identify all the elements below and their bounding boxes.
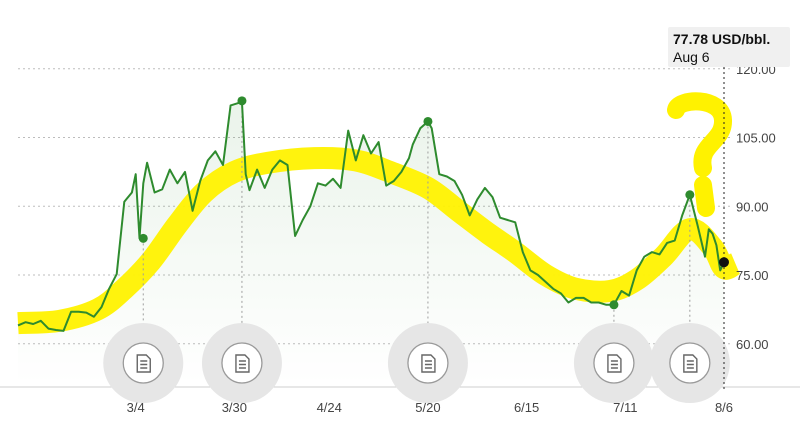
question-mark-dot — [694, 176, 715, 217]
y-tick-label: 60.00 — [736, 337, 769, 352]
x-tick-label: 3/4 — [127, 400, 145, 415]
event-marker — [237, 96, 247, 106]
news-document-button[interactable] — [201, 323, 282, 403]
document-icon — [421, 354, 436, 373]
event-marker — [609, 300, 619, 310]
document-button-face — [407, 342, 449, 384]
price-area — [18, 100, 724, 386]
news-document-button[interactable] — [387, 323, 468, 403]
tooltip-background — [668, 27, 790, 67]
document-button-face — [669, 342, 711, 384]
event-drop-lines — [142, 100, 691, 340]
document-icon — [235, 354, 250, 373]
x-tick-label: 3/30 — [222, 400, 247, 415]
price-line — [17, 99, 725, 332]
y-tick-label: 75.00 — [736, 268, 769, 283]
tooltip-date: Aug 6 — [673, 49, 710, 65]
event-marker — [423, 116, 433, 126]
event-markers — [138, 96, 695, 310]
x-tick-label: 4/24 — [317, 400, 342, 415]
news-document-buttons[interactable] — [103, 323, 730, 403]
tooltip-value: 77.78 USD/bbl. — [673, 31, 770, 47]
y-tick-label: 90.00 — [736, 199, 769, 214]
document-button-face — [593, 342, 635, 384]
question-mark-curve — [667, 92, 732, 177]
event-marker — [138, 233, 148, 243]
document-button-face — [122, 342, 164, 384]
price-series-line — [17, 99, 725, 332]
hover-cursor — [719, 67, 729, 392]
y-tick-label: 105.00 — [736, 131, 776, 146]
price-area-fill — [18, 100, 724, 386]
event-marker — [685, 190, 695, 200]
news-document-button[interactable] — [649, 323, 730, 403]
x-tick-label: 5/20 — [415, 400, 440, 415]
news-document-button[interactable] — [103, 323, 184, 403]
question-mark-annotation: ? — [667, 92, 732, 217]
document-icon — [607, 354, 622, 373]
current-value-marker — [719, 257, 729, 268]
document-icon — [683, 354, 698, 373]
x-tick-label: 8/6 — [715, 400, 733, 415]
news-document-button[interactable] — [573, 323, 654, 403]
document-button-face — [221, 342, 263, 384]
document-icon — [136, 354, 151, 373]
x-axis-ticks: 3/4 3/30 4/24 5/20 6/15 7/11 8/6 — [127, 400, 733, 415]
price-tooltip: 77.78 USD/bbl. Aug 6 — [668, 27, 790, 67]
x-tick-label: 6/15 — [514, 400, 539, 415]
x-tick-label: 7/11 — [613, 400, 637, 415]
